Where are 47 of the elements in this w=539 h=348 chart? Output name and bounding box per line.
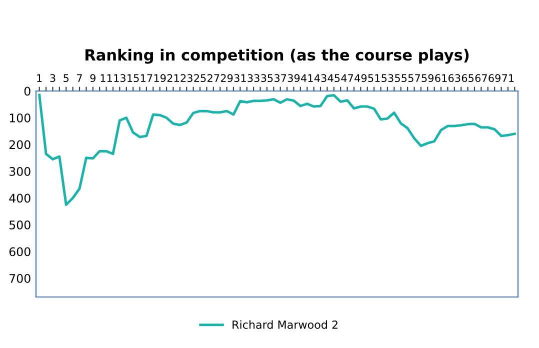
y-tick-label: 300 — [10, 166, 30, 176]
chart-title: Ranking in competition (as the course plays) — [86, 48, 469, 64]
x-tick-label: 1 — [37, 74, 42, 82]
x-tick-label: 69 — [488, 74, 500, 82]
x-tick-label: 27 — [208, 74, 220, 82]
x-tick-label: 43 — [314, 74, 326, 82]
x-tick-label: 3 — [50, 74, 56, 82]
line-series — [38, 94, 516, 206]
x-tick-label: 11 — [100, 74, 112, 82]
x-tick-label: 37 — [274, 74, 286, 82]
x-tick-label: 7 — [77, 74, 82, 82]
x-tick-label: 39 — [288, 74, 300, 82]
x-tick-label: 41 — [301, 74, 313, 82]
x-tick-label: 45 — [328, 74, 340, 82]
x-tick-label: 13 — [114, 74, 126, 82]
x-tick-label: 21 — [167, 74, 179, 82]
x-tick-label: 47 — [341, 74, 354, 82]
y-tick-label: 100 — [10, 113, 30, 122]
x-tick-label: 17 — [140, 74, 152, 82]
x-tick-label: 23 — [180, 74, 192, 82]
x-tick-label: 61 — [435, 74, 447, 82]
y-tick-label: 0 — [24, 86, 30, 96]
y-tick-label: 500 — [10, 220, 30, 230]
y-tick-label: 400 — [9, 194, 30, 203]
x-tick-label: 49 — [354, 74, 367, 82]
x-tick-label: 19 — [154, 74, 166, 82]
x-tick-label: 67 — [475, 74, 487, 82]
x-tick-label: 65 — [462, 74, 474, 82]
x-tick-label: 53 — [382, 74, 394, 82]
x-tick-label: 9 — [90, 74, 96, 82]
x-tick-label: 15 — [128, 74, 139, 82]
y-tick-label: 700 — [10, 274, 30, 283]
x-tick-label: 59 — [422, 74, 434, 82]
legend-label: Richard Marwood 2 — [232, 320, 338, 329]
x-tick-label: 5 — [64, 74, 69, 82]
x-tick-label: 29 — [220, 74, 233, 82]
y-tick-label: 200 — [9, 140, 30, 150]
x-tick-label: 71 — [502, 74, 514, 82]
x-tick-label: 51 — [368, 74, 380, 82]
x-tick-label: 33 — [248, 74, 260, 82]
y-tick-label: 600 — [9, 247, 30, 256]
x-tick-label: 63 — [448, 74, 460, 82]
x-tick-label: 35 — [261, 74, 273, 82]
x-tick-label: 31 — [234, 74, 246, 82]
x-tick-label: 25 — [194, 74, 206, 82]
x-tick-label: 55 — [395, 74, 407, 82]
x-tick-label: 57 — [408, 74, 420, 82]
